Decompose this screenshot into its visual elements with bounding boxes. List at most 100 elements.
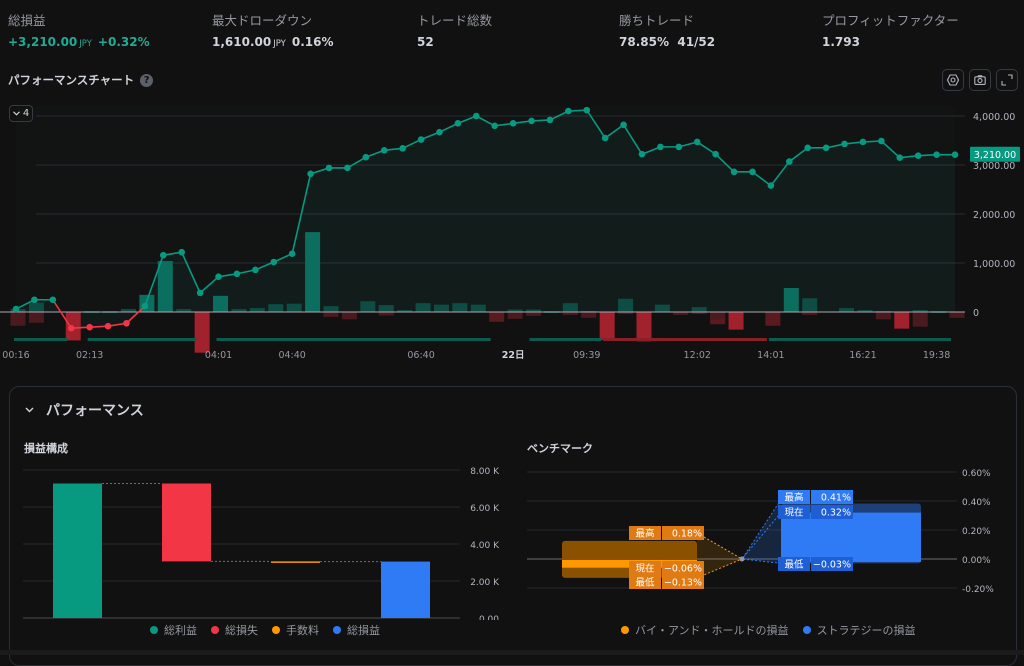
trade-pnl-bar — [323, 312, 339, 317]
trade-pnl-bar — [949, 312, 965, 318]
equity-line-segment — [144, 254, 165, 307]
currency: JPY — [79, 39, 92, 49]
equity-line-segment — [180, 251, 201, 294]
legend-dot — [802, 626, 811, 634]
last-value-label: 3,210.00 — [974, 150, 1016, 161]
equity-point — [914, 152, 922, 159]
y-tick-label: 4.00 K — [470, 541, 500, 551]
y-tick-label: 0.00% — [962, 556, 991, 566]
legend-dot — [333, 626, 341, 634]
x-tick-label: 04:40 — [278, 350, 305, 361]
trade-pnl-bar — [691, 307, 707, 312]
equity-point — [804, 144, 812, 152]
chevron-down-icon — [12, 111, 20, 116]
equity-point — [601, 134, 609, 142]
trade-pnl-bar — [894, 312, 910, 329]
equity-line-segment — [15, 299, 35, 310]
legend-item-gross-profit[interactable]: 総利益 — [150, 622, 197, 638]
legend-dot — [211, 626, 219, 634]
trade-pnl-bar — [599, 312, 615, 340]
trade-pnl-bar — [452, 303, 468, 312]
run-bar — [14, 338, 68, 341]
y-tick-label: 0.00 — [479, 615, 499, 620]
strategy-high-value-bg — [811, 490, 853, 504]
equity-area — [16, 110, 955, 329]
trade-pnl-bar — [636, 312, 652, 342]
equity-point — [325, 164, 333, 172]
stat-label: 最大ドローダウン — [212, 13, 313, 28]
trade-pnl-bar — [562, 303, 578, 312]
equity-point — [878, 137, 885, 145]
trade-pnl-bar — [507, 312, 523, 319]
legend-item-gross-loss[interactable]: 総損失 — [211, 622, 258, 638]
performance-chart[interactable]: 0 1,000.00 2,000.00 3,000.00 4,000.00 3,210.0… — [0, 100, 1024, 370]
equity-point — [712, 150, 719, 158]
x-tick-label: 06:40 — [407, 350, 434, 361]
legend-item-net-profit[interactable]: 総損益 — [333, 622, 380, 638]
equity-point — [252, 266, 259, 274]
count: 41/52 — [677, 35, 716, 49]
equity-point — [12, 305, 20, 313]
screenshot-button[interactable] — [969, 69, 991, 91]
equity-point — [436, 128, 443, 136]
stat-label: 総損益 — [8, 13, 46, 28]
legend-label: 総損失 — [225, 624, 258, 637]
trade-pnl-bar — [912, 310, 928, 313]
pivot-point — [739, 556, 745, 562]
equity-line-segment — [880, 140, 901, 159]
trade-pnl-bar — [654, 304, 670, 312]
equity-point — [141, 302, 149, 310]
strategy-low-value-bg — [811, 557, 853, 571]
trade-pnl-bar — [526, 309, 542, 312]
equity-line-segment — [475, 115, 496, 127]
buyhold-fan-line — [696, 558, 743, 579]
y-tick-label: -0.20% — [962, 585, 994, 595]
question-icon[interactable]: ? — [140, 73, 154, 87]
trade-pnl-bar — [157, 261, 173, 312]
equity-line-segment — [402, 138, 422, 150]
equity-line-segment — [52, 299, 72, 329]
y-tick-label: 0.40% — [962, 498, 991, 508]
indicator-count: 4 — [22, 108, 30, 119]
equity-line-segment — [457, 115, 477, 125]
equity-line-segment — [420, 131, 440, 141]
equity-line-segment — [788, 147, 809, 163]
settings-button[interactable] — [942, 69, 964, 91]
pnl-structure-title: 損益構成 — [24, 442, 68, 455]
equity-point — [749, 168, 756, 176]
trade-pnl-bar — [28, 312, 44, 323]
equity-point — [344, 164, 351, 172]
y-tick-label: 0.20% — [962, 527, 991, 537]
equity-point — [417, 136, 425, 143]
trade-pnl-bar — [378, 312, 394, 316]
legend-label: 総利益 — [164, 624, 197, 637]
fullscreen-button[interactable] — [996, 69, 1018, 91]
equity-line-segment — [273, 252, 293, 263]
buyhold-low-label: 最低 — [635, 577, 655, 589]
legend-item-strategy[interactable]: ストラテジーの損益 — [802, 622, 916, 638]
buyhold-low-label-bg — [629, 575, 661, 589]
chevron-down-icon — [25, 407, 34, 413]
equity-point — [215, 273, 222, 281]
equity-point — [657, 143, 664, 151]
legend-item-commission[interactable]: 手数料 — [272, 622, 319, 638]
equity-point — [933, 151, 940, 159]
trade-pnl-bar — [194, 312, 210, 353]
equity-line-segment — [622, 124, 643, 155]
equity-line-segment — [604, 124, 625, 139]
equity-line-segment — [586, 109, 606, 139]
y-tick-label: 6.00 K — [470, 504, 500, 514]
x-tick-label: 02:13 — [76, 350, 103, 361]
equity-point — [86, 323, 93, 331]
equity-point — [31, 296, 38, 304]
legend-item-buy-hold[interactable]: バイ・アンド・ホールドの損益 — [621, 622, 789, 638]
equity-line-segment — [199, 276, 220, 294]
trade-pnl-bar — [415, 303, 431, 312]
equity-point — [159, 251, 167, 259]
stat-value: 78.85% 41/52 — [619, 35, 715, 49]
trade-pnl-bar — [507, 309, 523, 312]
section-title: パフォーマンス — [46, 403, 144, 419]
buyhold-current-label-bg — [629, 561, 661, 575]
performance-section-header[interactable]: パフォーマンス — [25, 400, 144, 420]
collapse-indicators-button[interactable]: 4 — [9, 105, 33, 122]
